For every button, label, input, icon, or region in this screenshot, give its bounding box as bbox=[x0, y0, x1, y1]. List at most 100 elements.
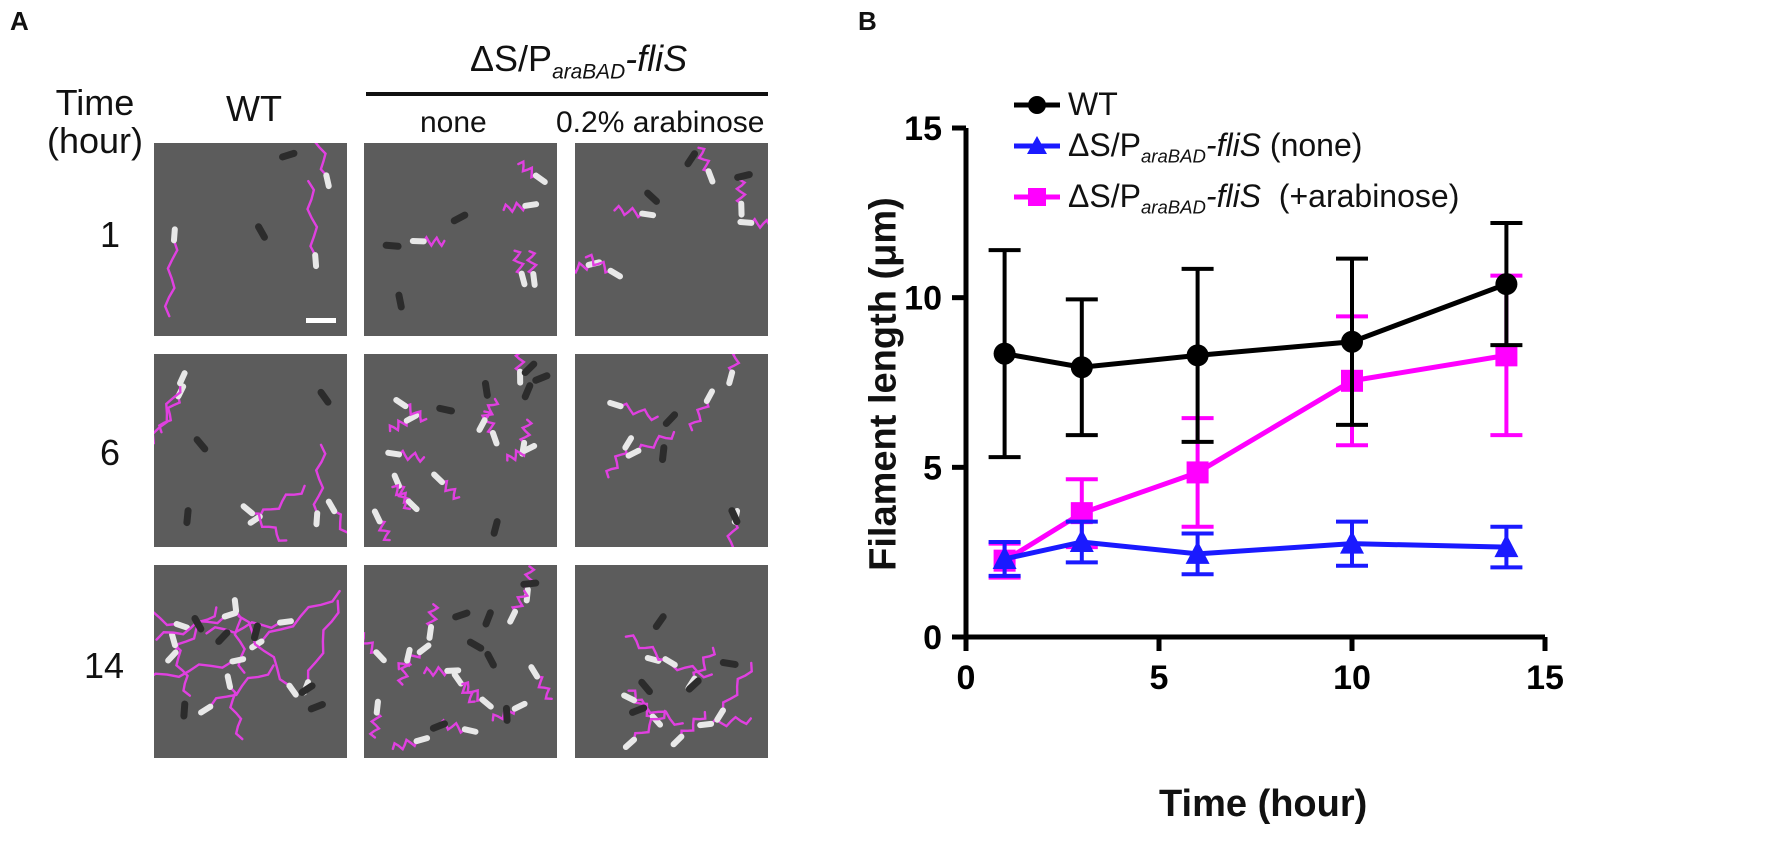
strain-header: ΔS/ParaBAD-fliS bbox=[470, 38, 687, 84]
cell-body bbox=[177, 370, 188, 387]
cell-body bbox=[312, 252, 320, 270]
flagellum bbox=[422, 235, 446, 248]
background-cell bbox=[521, 360, 538, 376]
cell-body bbox=[662, 656, 678, 668]
flagellum bbox=[157, 395, 182, 434]
y-tick-label: 5 bbox=[923, 449, 942, 487]
cell-body bbox=[431, 471, 446, 486]
micrograph-none-1h bbox=[364, 143, 557, 336]
cell-body bbox=[198, 703, 214, 716]
cell-body bbox=[622, 736, 638, 750]
flagellum bbox=[237, 615, 291, 687]
flagellum bbox=[727, 354, 741, 374]
legend-arab-sub: araBAD bbox=[1140, 196, 1206, 218]
background-cell bbox=[180, 700, 189, 720]
y-tick-label: 15 bbox=[904, 110, 942, 148]
background-cell bbox=[183, 507, 192, 527]
background-cell bbox=[193, 436, 209, 453]
cell-body bbox=[607, 267, 623, 280]
flagellum bbox=[333, 509, 347, 534]
background-cell bbox=[279, 149, 298, 161]
legend-marker-square bbox=[1014, 188, 1060, 207]
cell-body bbox=[373, 649, 387, 664]
time-label-1: Time bbox=[55, 82, 135, 123]
cell-body bbox=[518, 270, 528, 288]
flagellum bbox=[209, 664, 275, 708]
data-point bbox=[1340, 530, 1364, 554]
background-cell bbox=[481, 379, 491, 399]
cell-body bbox=[231, 597, 240, 615]
cell-body bbox=[670, 733, 685, 748]
flagellum bbox=[632, 709, 667, 741]
flagellum bbox=[584, 253, 612, 274]
flagellum bbox=[697, 146, 711, 173]
micrograph-none-6h bbox=[364, 354, 557, 547]
flagellum bbox=[510, 589, 530, 613]
background-cell bbox=[728, 507, 741, 526]
chart-marks bbox=[988, 221, 1523, 580]
cell-body bbox=[528, 664, 541, 680]
flagellum bbox=[368, 711, 383, 739]
cell-body bbox=[714, 707, 726, 723]
flagellum bbox=[726, 520, 740, 547]
y-tick-label: 0 bbox=[923, 619, 942, 657]
flagellum bbox=[154, 611, 178, 627]
x-tick-label: 10 bbox=[1333, 659, 1371, 697]
background-cell bbox=[490, 518, 501, 537]
flagellum bbox=[250, 512, 288, 542]
cell-body bbox=[405, 498, 420, 513]
background-cell bbox=[502, 704, 511, 724]
cell-body bbox=[404, 646, 413, 664]
background-cell bbox=[685, 677, 702, 693]
flagellum bbox=[480, 397, 500, 422]
data-point bbox=[1495, 344, 1518, 367]
micrograph-arabinose-1h bbox=[575, 143, 768, 336]
background-cell bbox=[255, 223, 268, 241]
flagellum bbox=[637, 430, 676, 452]
cell-body bbox=[170, 226, 178, 244]
background-cell bbox=[429, 720, 449, 732]
flagellum bbox=[461, 680, 484, 703]
legend-item-none: ΔS/ParaBAD-fliS (none) bbox=[1012, 125, 1459, 176]
data-point bbox=[1494, 534, 1519, 558]
background-cell bbox=[382, 241, 402, 250]
cell-body bbox=[240, 503, 256, 517]
cell-body bbox=[703, 388, 716, 405]
cell-body bbox=[229, 656, 247, 665]
cell-body bbox=[247, 513, 263, 526]
data-point bbox=[1495, 273, 1518, 296]
cell-body bbox=[521, 442, 538, 454]
cell-body bbox=[489, 430, 500, 447]
panel-a-letter: A bbox=[10, 6, 29, 36]
cell-body bbox=[639, 210, 657, 219]
row-label-1: 1 bbox=[100, 214, 121, 255]
flagellum bbox=[688, 399, 710, 432]
background-cell bbox=[520, 579, 540, 588]
data-point bbox=[992, 545, 1017, 569]
flagellum bbox=[692, 646, 717, 680]
flagellum bbox=[604, 446, 628, 479]
legend: WT ΔS/ParaBAD-fliS (none) ΔS/ParaBAD-fli… bbox=[1012, 84, 1459, 228]
flagellum bbox=[154, 381, 182, 445]
cell-body bbox=[403, 412, 420, 424]
cell-body bbox=[607, 399, 624, 410]
cell-body bbox=[737, 219, 755, 226]
flagellum bbox=[391, 737, 418, 752]
background-cell bbox=[532, 372, 551, 384]
micrograph-arabinose-6h bbox=[575, 354, 768, 547]
flagellum bbox=[314, 143, 328, 177]
flagellum bbox=[260, 589, 341, 643]
flagellum bbox=[174, 606, 218, 654]
col-header-wt: WT bbox=[226, 88, 282, 129]
background-cell bbox=[484, 650, 497, 669]
cell-body bbox=[726, 369, 736, 387]
cell-body bbox=[697, 720, 715, 729]
cell-body bbox=[286, 682, 299, 698]
background-cell bbox=[317, 388, 332, 406]
background-cell bbox=[734, 171, 753, 181]
cell-body bbox=[313, 510, 321, 528]
background-cell bbox=[521, 382, 534, 401]
flagellum bbox=[163, 239, 179, 318]
x-tick-label: 15 bbox=[1526, 659, 1564, 697]
flagellum bbox=[391, 483, 410, 505]
